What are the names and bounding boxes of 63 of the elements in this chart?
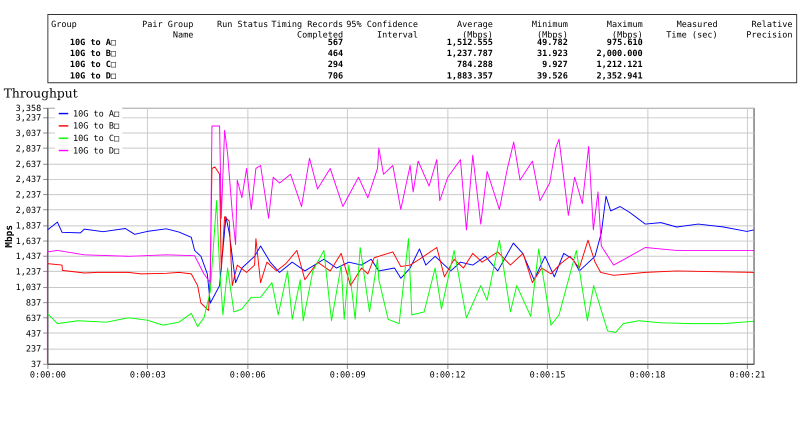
x-tick-label: 0:00:18 — [629, 370, 666, 381]
y-tick-label: 1,437 — [16, 252, 42, 262]
text: 2,352.941 — [596, 71, 643, 82]
y-tick-label: 37 — [30, 360, 42, 370]
category-label: 10G to D□ — [70, 71, 116, 82]
x-tick-label: 0:00:15 — [530, 370, 566, 381]
legend-label: 10G to D□ — [72, 146, 120, 156]
line-series — [46, 196, 754, 304]
x-tick-label: 0:00:21 — [729, 370, 766, 381]
y-tick-label: 2,637 — [16, 160, 42, 170]
text: 464 — [328, 49, 344, 60]
category-label: Minimum (Mbps) — [532, 20, 568, 40]
text: 784.288 — [457, 60, 493, 70]
text: 1,883.357 — [446, 71, 493, 82]
x-tick-label: 0:00:12 — [430, 370, 466, 381]
text: 31.923 — [537, 49, 568, 60]
text: 294 — [328, 60, 344, 70]
legend-label: 10G to B□ — [72, 122, 120, 132]
text: 9.927 — [542, 60, 568, 70]
x-tick-label: 0:00:03 — [130, 370, 166, 381]
y-tick-label: 2,037 — [16, 206, 42, 216]
text: 1,212.121 — [596, 60, 643, 70]
line-series — [46, 166, 754, 311]
text: 1,237.787 — [446, 49, 493, 60]
text: 975.610 — [606, 38, 643, 48]
category-label: Group — [51, 20, 77, 30]
y-tick-label: 437 — [26, 329, 42, 340]
text: 49.782 — [537, 38, 568, 48]
x-tick-label: 0:00:06 — [230, 370, 266, 381]
chart-title: Throughput — [4, 86, 78, 100]
category-label: Relative Precision — [746, 20, 792, 40]
y-tick-label: 1,837 — [16, 221, 42, 232]
category-label: 10G to B□ — [70, 49, 116, 60]
text: 39.526 — [537, 71, 568, 82]
y-tick-label: 837 — [26, 298, 42, 308]
y-tick-label: 637 — [26, 314, 42, 324]
legend-label: 10G to C□ — [72, 134, 120, 144]
y-tick-label: 3,358 — [16, 104, 42, 114]
text: 567 — [328, 38, 344, 48]
x-tick-label: 0:00:09 — [330, 370, 366, 381]
category-label: Measured Time (sec) — [666, 20, 718, 40]
category-label: 10G to C□ — [70, 60, 116, 70]
y-tick-label: 2,237 — [16, 190, 42, 201]
y-tick-label: 2,437 — [16, 175, 42, 186]
text: 1,512.555 — [446, 38, 493, 48]
y-tick-label: 1,637 — [16, 236, 42, 247]
category-label: 10G to A□ — [70, 38, 116, 48]
y-tick-label: 1,237 — [16, 268, 42, 278]
category-label: Run Status — [217, 20, 268, 30]
text: 706 — [328, 71, 344, 82]
y-tick-label: 2,837 — [16, 144, 42, 154]
y-tick-label: 3,237 — [16, 114, 42, 124]
y-tick-label: 3,037 — [16, 128, 42, 139]
category-label: 95% Confidence Interval — [346, 20, 418, 40]
category-label: Timing Records Completed — [271, 20, 344, 40]
y-tick-label: 237 — [26, 344, 42, 355]
legend-label: 10G to A□ — [72, 109, 120, 120]
y-axis-title: Mbps — [4, 224, 15, 248]
category-label: Pair Group Name — [142, 20, 194, 40]
x-tick-label: 0:00:00 — [30, 370, 66, 381]
y-tick-label: 1,037 — [16, 283, 42, 294]
line-series — [46, 200, 754, 333]
text: 2,000.000 — [596, 49, 643, 60]
